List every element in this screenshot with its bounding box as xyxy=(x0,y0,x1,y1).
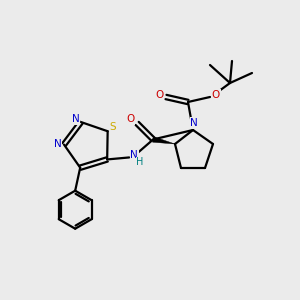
Text: N: N xyxy=(72,114,80,124)
Text: H: H xyxy=(136,158,144,167)
Text: N: N xyxy=(130,150,138,161)
Polygon shape xyxy=(153,137,175,144)
Text: O: O xyxy=(126,114,134,124)
Text: N: N xyxy=(54,139,62,148)
Text: S: S xyxy=(109,122,116,132)
Text: O: O xyxy=(155,90,163,100)
Text: O: O xyxy=(212,90,220,100)
Text: N: N xyxy=(190,118,198,128)
